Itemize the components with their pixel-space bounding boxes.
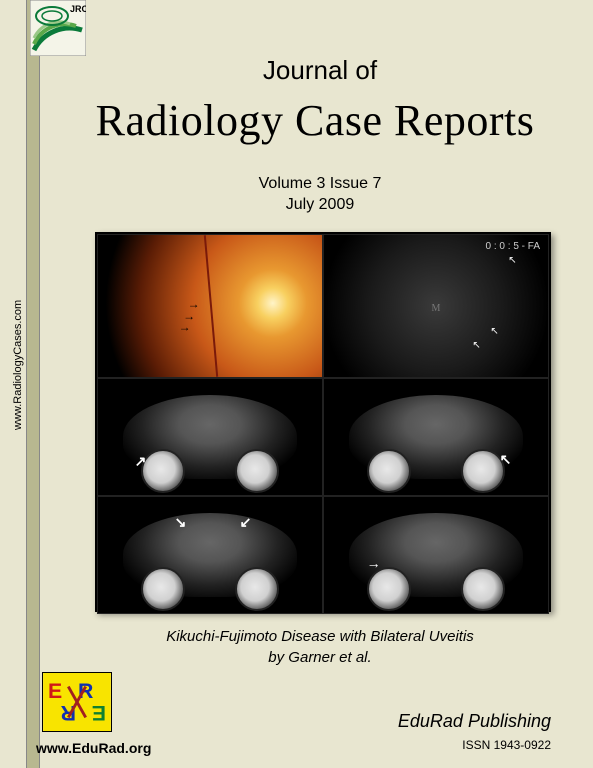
svg-text:R: R [78,679,93,703]
panel-fa-fundus: 0 : 0 : 5 - FA M ↖ ↖ ↖ [323,234,549,378]
publisher-name: EduRad Publishing [398,711,551,732]
journal-of-text: Journal of [90,55,550,86]
article-title-text: Kikuchi-Fujimoto Disease with Bilateral … [166,628,474,645]
panel-mri-a1: A ↗ [97,378,323,496]
edurad-url: www.EduRad.org [36,740,151,756]
logo-text: JRCR [70,4,86,14]
fa-timestamp: 0 : 0 : 5 - FA [486,241,540,252]
jrcr-logo: JRCR [30,0,86,56]
volume-issue: Volume 3 Issue 7 [90,175,550,193]
panel-color-fundus: → → → [97,234,323,378]
edurad-logo: E R E R [42,672,112,732]
panel-mri-b1: B ↖ [323,378,549,496]
vertical-stripe [26,0,40,768]
svg-text:R: R [61,701,76,725]
website-url-vertical: www.RadiologyCases.com [12,300,24,430]
article-citation: Kikuchi-Fujimoto Disease with Bilateral … [90,626,550,668]
panel-mri-b2: B → [323,496,549,614]
journal-title: Radiology Case Reports [50,95,580,146]
svg-text:E: E [48,679,62,703]
svg-text:E: E [92,701,106,725]
issn-text: ISSN 1943-0922 [462,738,551,752]
panel-mri-a2: A ↘ ↙ [97,496,323,614]
issue-date: July 2009 [90,196,550,214]
cover-figure-panel: → → → 0 : 0 : 5 - FA M ↖ ↖ ↖ A ↗ B [95,232,551,612]
article-byline: by Garner et al. [268,649,371,666]
fa-m-label: M [432,303,441,314]
